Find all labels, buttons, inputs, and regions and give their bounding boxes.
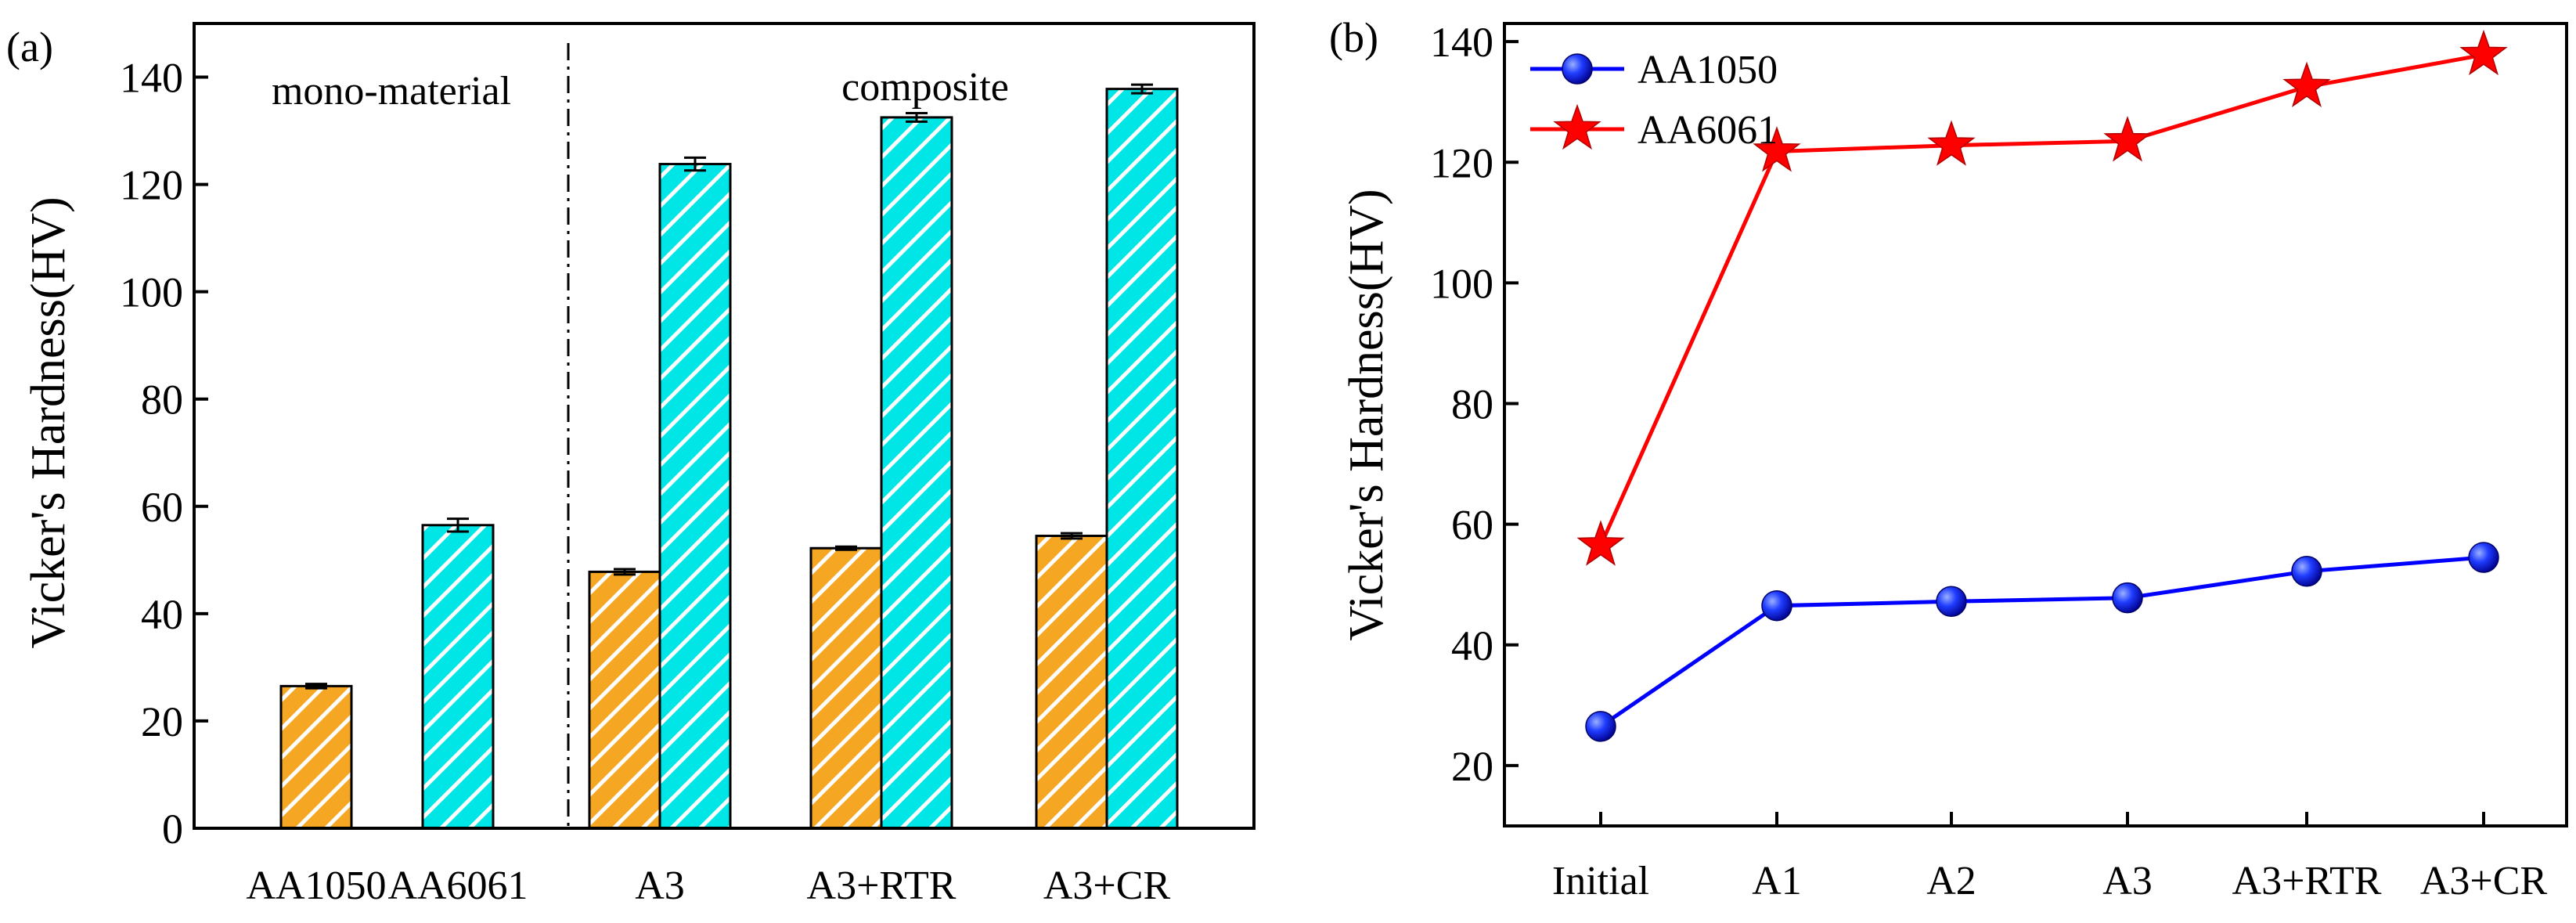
bar-aa1050-a3 [588, 570, 661, 830]
y-tick-label: 60 [141, 484, 183, 531]
panel-a-ylabel: Vicker's Hardness(HV) [22, 196, 75, 648]
y-tick-label: 120 [120, 162, 183, 209]
x-tick-label: A3+RTR [807, 864, 957, 908]
y-tick-label: 120 [1430, 139, 1493, 186]
y-tick-label: 140 [120, 55, 183, 102]
x-tick-label: A3+RTR [2232, 859, 2382, 903]
panel-b-legend: AA1050 AA6061 [1530, 48, 1778, 153]
data-point-sphere [2291, 556, 2322, 587]
y-tick-label: 140 [1430, 19, 1493, 66]
bar-aa6061-a3-cr [1105, 88, 1179, 830]
data-point-star [1576, 520, 1625, 566]
series-aa6061 [1576, 29, 2508, 566]
x-tick-label: A3+CR [2420, 859, 2548, 903]
x-tick-label: AA6061 [387, 864, 528, 908]
bar-aa1050-a3-cr [1035, 534, 1108, 830]
x-tick-label: Initial [1552, 859, 1649, 903]
panel-a-label: (a) [6, 23, 53, 70]
y-tick-label: 80 [141, 377, 183, 424]
x-tick-label: A2 [1926, 859, 1976, 903]
panel-b-ylabel: Vicker's Hardness(HV) [1340, 189, 1393, 640]
series-aa1050 [1585, 542, 2499, 742]
region-label-composite: composite [841, 65, 1009, 110]
x-tick-label: A1 [1752, 859, 1802, 903]
data-point-sphere [1585, 711, 1616, 742]
y-tick-label: 100 [1430, 260, 1493, 307]
series-line [1599, 555, 2484, 728]
panel-a-y-ticks: 0 20 40 60 80 100 120 140 [120, 55, 208, 853]
data-point-sphere [1562, 53, 1593, 85]
panel-b-y-ticks: 20 40 60 80 100 120 140 [1430, 19, 1519, 790]
panel-a-x-labels: AA1050 AA6061 A3 A3+RTR A3+CR [246, 864, 1170, 908]
bar-aa6061-a3-rtr [880, 116, 953, 830]
x-tick-label: A3+CR [1043, 864, 1171, 908]
y-tick-label: 20 [1451, 743, 1493, 790]
data-point-sphere [1761, 589, 1792, 622]
data-point-star [2282, 61, 2331, 108]
series-line [1598, 52, 2484, 546]
y-tick-label: 0 [162, 806, 183, 853]
panel-a-bars [279, 83, 1179, 830]
data-point-star [1553, 103, 1601, 150]
data-point-star [2103, 116, 2152, 162]
panel-b-frame [1503, 22, 2568, 827]
y-tick-label: 40 [1451, 622, 1493, 669]
y-tick-label: 40 [141, 591, 183, 638]
y-tick-label: 80 [1451, 381, 1493, 428]
data-point-star [2459, 29, 2508, 76]
data-point-star [1753, 126, 1801, 172]
panel-b-series [1576, 29, 2508, 742]
region-label-mono: mono-material [272, 69, 511, 114]
panel-b-x-labels: Initial A1 A2 A3 A3+RTR A3+CR [1552, 812, 2548, 903]
bar-aa6061-aa6061 [421, 524, 495, 830]
data-point-star [1927, 120, 1976, 166]
bar-aa6061-a3 [658, 163, 732, 830]
bar-aa1050-aa1050 [279, 684, 353, 830]
legend-label: AA1050 [1637, 48, 1778, 92]
bar-aa1050-a3-rtr [809, 546, 883, 830]
data-point-sphere [2468, 542, 2499, 573]
x-tick-label: A3 [635, 864, 685, 908]
panel-b-label: (b) [1329, 14, 1378, 61]
data-point-sphere [2112, 582, 2143, 614]
y-tick-label: 20 [141, 698, 183, 745]
legend-label: AA6061 [1637, 108, 1778, 153]
y-tick-label: 60 [1451, 502, 1493, 549]
x-tick-label: A3 [2102, 859, 2153, 903]
data-point-sphere [1936, 586, 1967, 618]
panel-a-frame [193, 22, 1256, 830]
x-tick-label: AA1050 [246, 864, 386, 908]
y-tick-label: 100 [120, 269, 183, 316]
